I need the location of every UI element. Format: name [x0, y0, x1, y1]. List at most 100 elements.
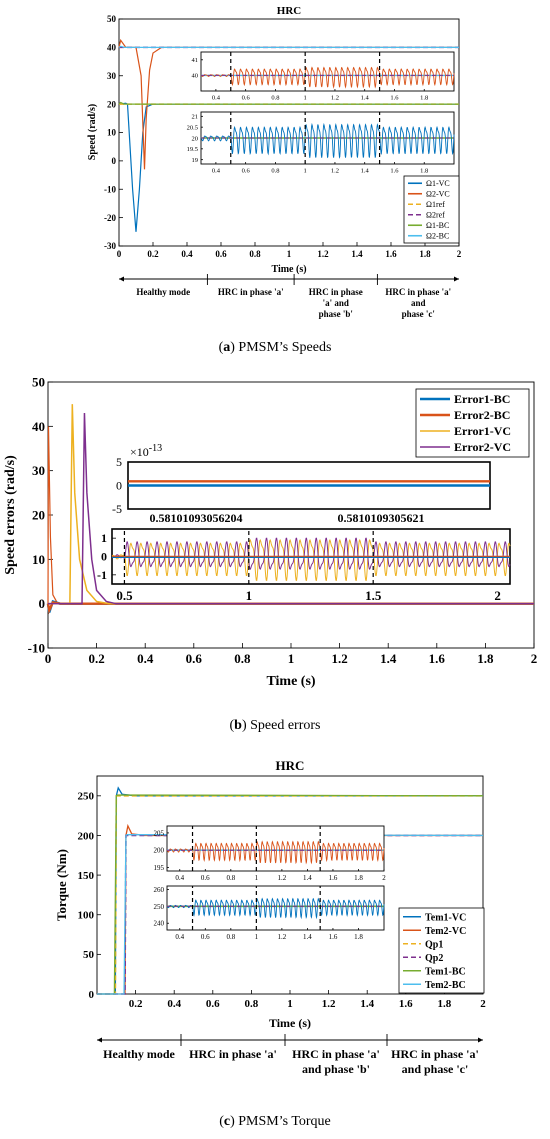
b-xtick-label: 0.8 — [234, 651, 251, 666]
a-inset1-xtick-label: 0.4 — [212, 95, 221, 102]
c-legend — [398, 907, 485, 994]
c-inset2-ytick-label: 240 — [154, 920, 165, 928]
c-legend-label: Qp1 — [425, 939, 443, 950]
c-ytick-label: 250 — [78, 791, 95, 803]
a-legend — [403, 175, 460, 244]
a-phase-label: HRC in phase 'a' — [218, 287, 284, 297]
a-inset2-xtick-label: 0.6 — [242, 168, 251, 175]
c-ytick-label: 50 — [83, 949, 95, 961]
a-xtick-label: 0.8 — [249, 249, 261, 259]
c-legend-label: Qp2 — [425, 953, 443, 964]
a-xtick-label: 1.6 — [385, 249, 397, 259]
c-inset2-xtick-label: 1.2 — [278, 933, 287, 941]
b-inset2-xtick-label: 0.5 — [116, 588, 133, 603]
a-ytick-label: -30 — [104, 241, 116, 251]
c-xtick-label: 1.4 — [360, 998, 374, 1010]
c-xtick-label: 2 — [480, 998, 486, 1010]
a-xtick-label: 1.8 — [419, 249, 431, 259]
c-xtick-label: 0.6 — [206, 998, 220, 1010]
a-xtick-label: 0.2 — [147, 249, 159, 259]
b-inset1-xtick-label: 0.5810109305621 — [338, 511, 425, 525]
c-ytick-label: 150 — [78, 870, 95, 882]
c-ytick-label: 200 — [78, 830, 95, 842]
c-inset2-ytick-label: 260 — [154, 886, 165, 894]
c-inset2-xtick-label: 0.4 — [175, 933, 184, 941]
b-init-spike — [47, 426, 59, 604]
a-xlabel: Time (s) — [271, 264, 306, 275]
a-legend-label: Ω1-VC — [426, 179, 450, 188]
c-legend-label: Tem2-BC — [425, 980, 466, 991]
a-legend-label: Ω2-BC — [426, 232, 449, 241]
c-xtick-label: 1.6 — [399, 998, 413, 1010]
c-title: HRC — [276, 758, 305, 773]
a-inset1-ytick-label: 40 — [192, 73, 199, 80]
c-inset1-xtick-label: 0.8 — [226, 874, 235, 882]
c-legend-label: Tem2-VC — [425, 926, 466, 937]
c-phase-label: HRC in phase 'a' — [189, 1047, 277, 1061]
a-series-line — [118, 101, 459, 105]
b-xlabel: Time (s) — [266, 674, 315, 689]
b-ytick-label: 0 — [39, 596, 46, 611]
b-xtick-label: 0.2 — [88, 651, 104, 666]
a-inset1-xtick-label: 1 — [304, 95, 307, 102]
a-phase-label: HRC in phase — [309, 287, 363, 297]
b-legend — [415, 388, 530, 458]
c-inset1-xtick-label: 1.2 — [278, 874, 287, 882]
c-inset1-xtick-label: 1.6 — [329, 874, 338, 882]
a-ytick-label: -20 — [104, 213, 116, 223]
b-ytick-label: 10 — [32, 552, 45, 567]
a-inset-osc-line — [200, 66, 455, 89]
c-xtick-label: 0.2 — [129, 998, 143, 1010]
c-inset1-ytick-label: 200 — [154, 847, 165, 855]
b-legend-label: Error2-VC — [454, 440, 511, 454]
a-inset2-xtick-label: 1.8 — [420, 168, 428, 175]
b-xtick-label: 1.2 — [331, 651, 347, 666]
a-legend-label: Ω1ref — [426, 200, 445, 209]
a-phase-label: phase 'c' — [402, 309, 435, 319]
c-xtick-label: 1.2 — [322, 998, 336, 1010]
c-ytick-label: 0 — [89, 989, 95, 1001]
b-ytick-label: -10 — [28, 641, 45, 656]
c-phase-label: Healthy mode — [103, 1047, 175, 1061]
b-xtick-label: 0 — [45, 651, 52, 666]
a-ytick-label: 10 — [107, 128, 117, 138]
a-inset1-xtick-label: 0.6 — [242, 95, 251, 102]
c-arrow-head — [478, 1037, 483, 1043]
a-phase-label: HRC in phase 'a' — [385, 287, 451, 297]
a-arrow-head — [119, 276, 124, 282]
a-legend-label: Ω2ref — [426, 211, 445, 220]
c-inset2-xtick-label: 1.4 — [303, 933, 312, 941]
a-series-line — [118, 38, 459, 170]
a-inset2-xtick-label: 0.8 — [271, 168, 279, 175]
a-xtick-label: 1.2 — [317, 249, 329, 259]
b-xtick-label: 1.4 — [380, 651, 397, 666]
a-inset1-xtick-label: 1.4 — [361, 95, 370, 102]
b-ytick-label: 40 — [32, 419, 45, 434]
a-inset2-xtick-label: 1 — [304, 168, 307, 175]
c-inset1-axes-box — [166, 825, 385, 872]
c-ytick-label: 100 — [78, 910, 95, 922]
a-xtick-label: 0.4 — [181, 249, 193, 259]
b-legend-label: Error1-BC — [454, 392, 510, 406]
b-ytick-label: 30 — [32, 463, 45, 478]
a-title: HRC — [277, 5, 302, 17]
b-inset1-xtick-label: 0.58101093056204 — [150, 511, 243, 525]
a-ytick-label: 40 — [107, 43, 117, 53]
a-inset2-ytick-label: 19 — [192, 157, 199, 164]
c-xtick-label: 1.8 — [438, 998, 452, 1010]
a-phase-label: phase 'b' — [319, 309, 353, 319]
a-inset1-xtick-label: 1.6 — [390, 95, 399, 102]
a-xtick-label: 0.6 — [215, 249, 227, 259]
a-inset1-ytick-label: 41 — [192, 57, 199, 64]
a-phase-label: and — [411, 298, 426, 308]
b-inset2-ytick-label: 1 — [101, 531, 107, 545]
caption-a: (a) PMSM’s Speeds — [219, 340, 332, 355]
b-inset1-ytick-label: 5 — [116, 455, 122, 469]
c-inset1-xtick-label: 2 — [382, 874, 386, 882]
b-xtick-label: 0.6 — [186, 651, 203, 666]
b-inset1-ytick-label: 0 — [116, 479, 122, 493]
a-inset1-xtick-label: 1.2 — [331, 95, 339, 102]
a-ytick-label: 50 — [107, 14, 117, 24]
c-phase-label: HRC in phase 'a' — [292, 1047, 380, 1061]
